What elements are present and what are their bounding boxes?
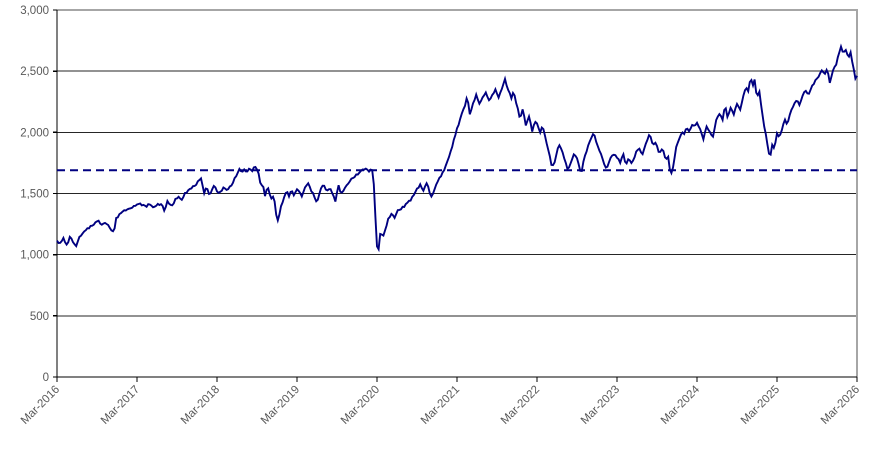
x-tick-label: Mar-2017 — [99, 384, 142, 427]
x-tick-label: Mar-2019 — [259, 384, 302, 427]
x-tick-label: Mar-2026 — [819, 384, 862, 427]
y-tick-label: 1,000 — [20, 250, 49, 262]
y-tick-label: 500 — [30, 311, 49, 323]
y-tick-label: 2,000 — [20, 127, 49, 139]
y-axis-labels: 0 500 1,000 1,500 2,000 2,500 3,000 — [20, 5, 49, 384]
gridlines — [57, 70, 857, 317]
y-tick-label: 2,500 — [20, 66, 49, 78]
index-level-line — [56, 43, 858, 253]
axes — [53, 9, 858, 382]
y-tick-label: 0 — [43, 372, 49, 384]
x-tick-label: Mar-2022 — [499, 384, 542, 427]
x-tick-label: Mar-2020 — [339, 384, 382, 427]
plot-border — [57, 9, 858, 377]
x-tick-label: Mar-2021 — [419, 384, 462, 427]
x-axis-labels: Mar-2016 Mar-2017 Mar-2018 Mar-2019 Mar-2020… — [19, 383, 862, 427]
x-tick-label: Mar-2024 — [659, 383, 703, 427]
x-tick-label: Mar-2025 — [739, 384, 782, 427]
x-tick-label: Mar-2023 — [579, 384, 622, 427]
x-tick-label: Mar-2018 — [179, 384, 222, 427]
x-tick-label: Mar-2016 — [19, 384, 62, 427]
y-tick-label: 3,000 — [20, 5, 49, 17]
series-line — [56, 43, 858, 253]
y-tick-label: 1,500 — [20, 189, 49, 201]
